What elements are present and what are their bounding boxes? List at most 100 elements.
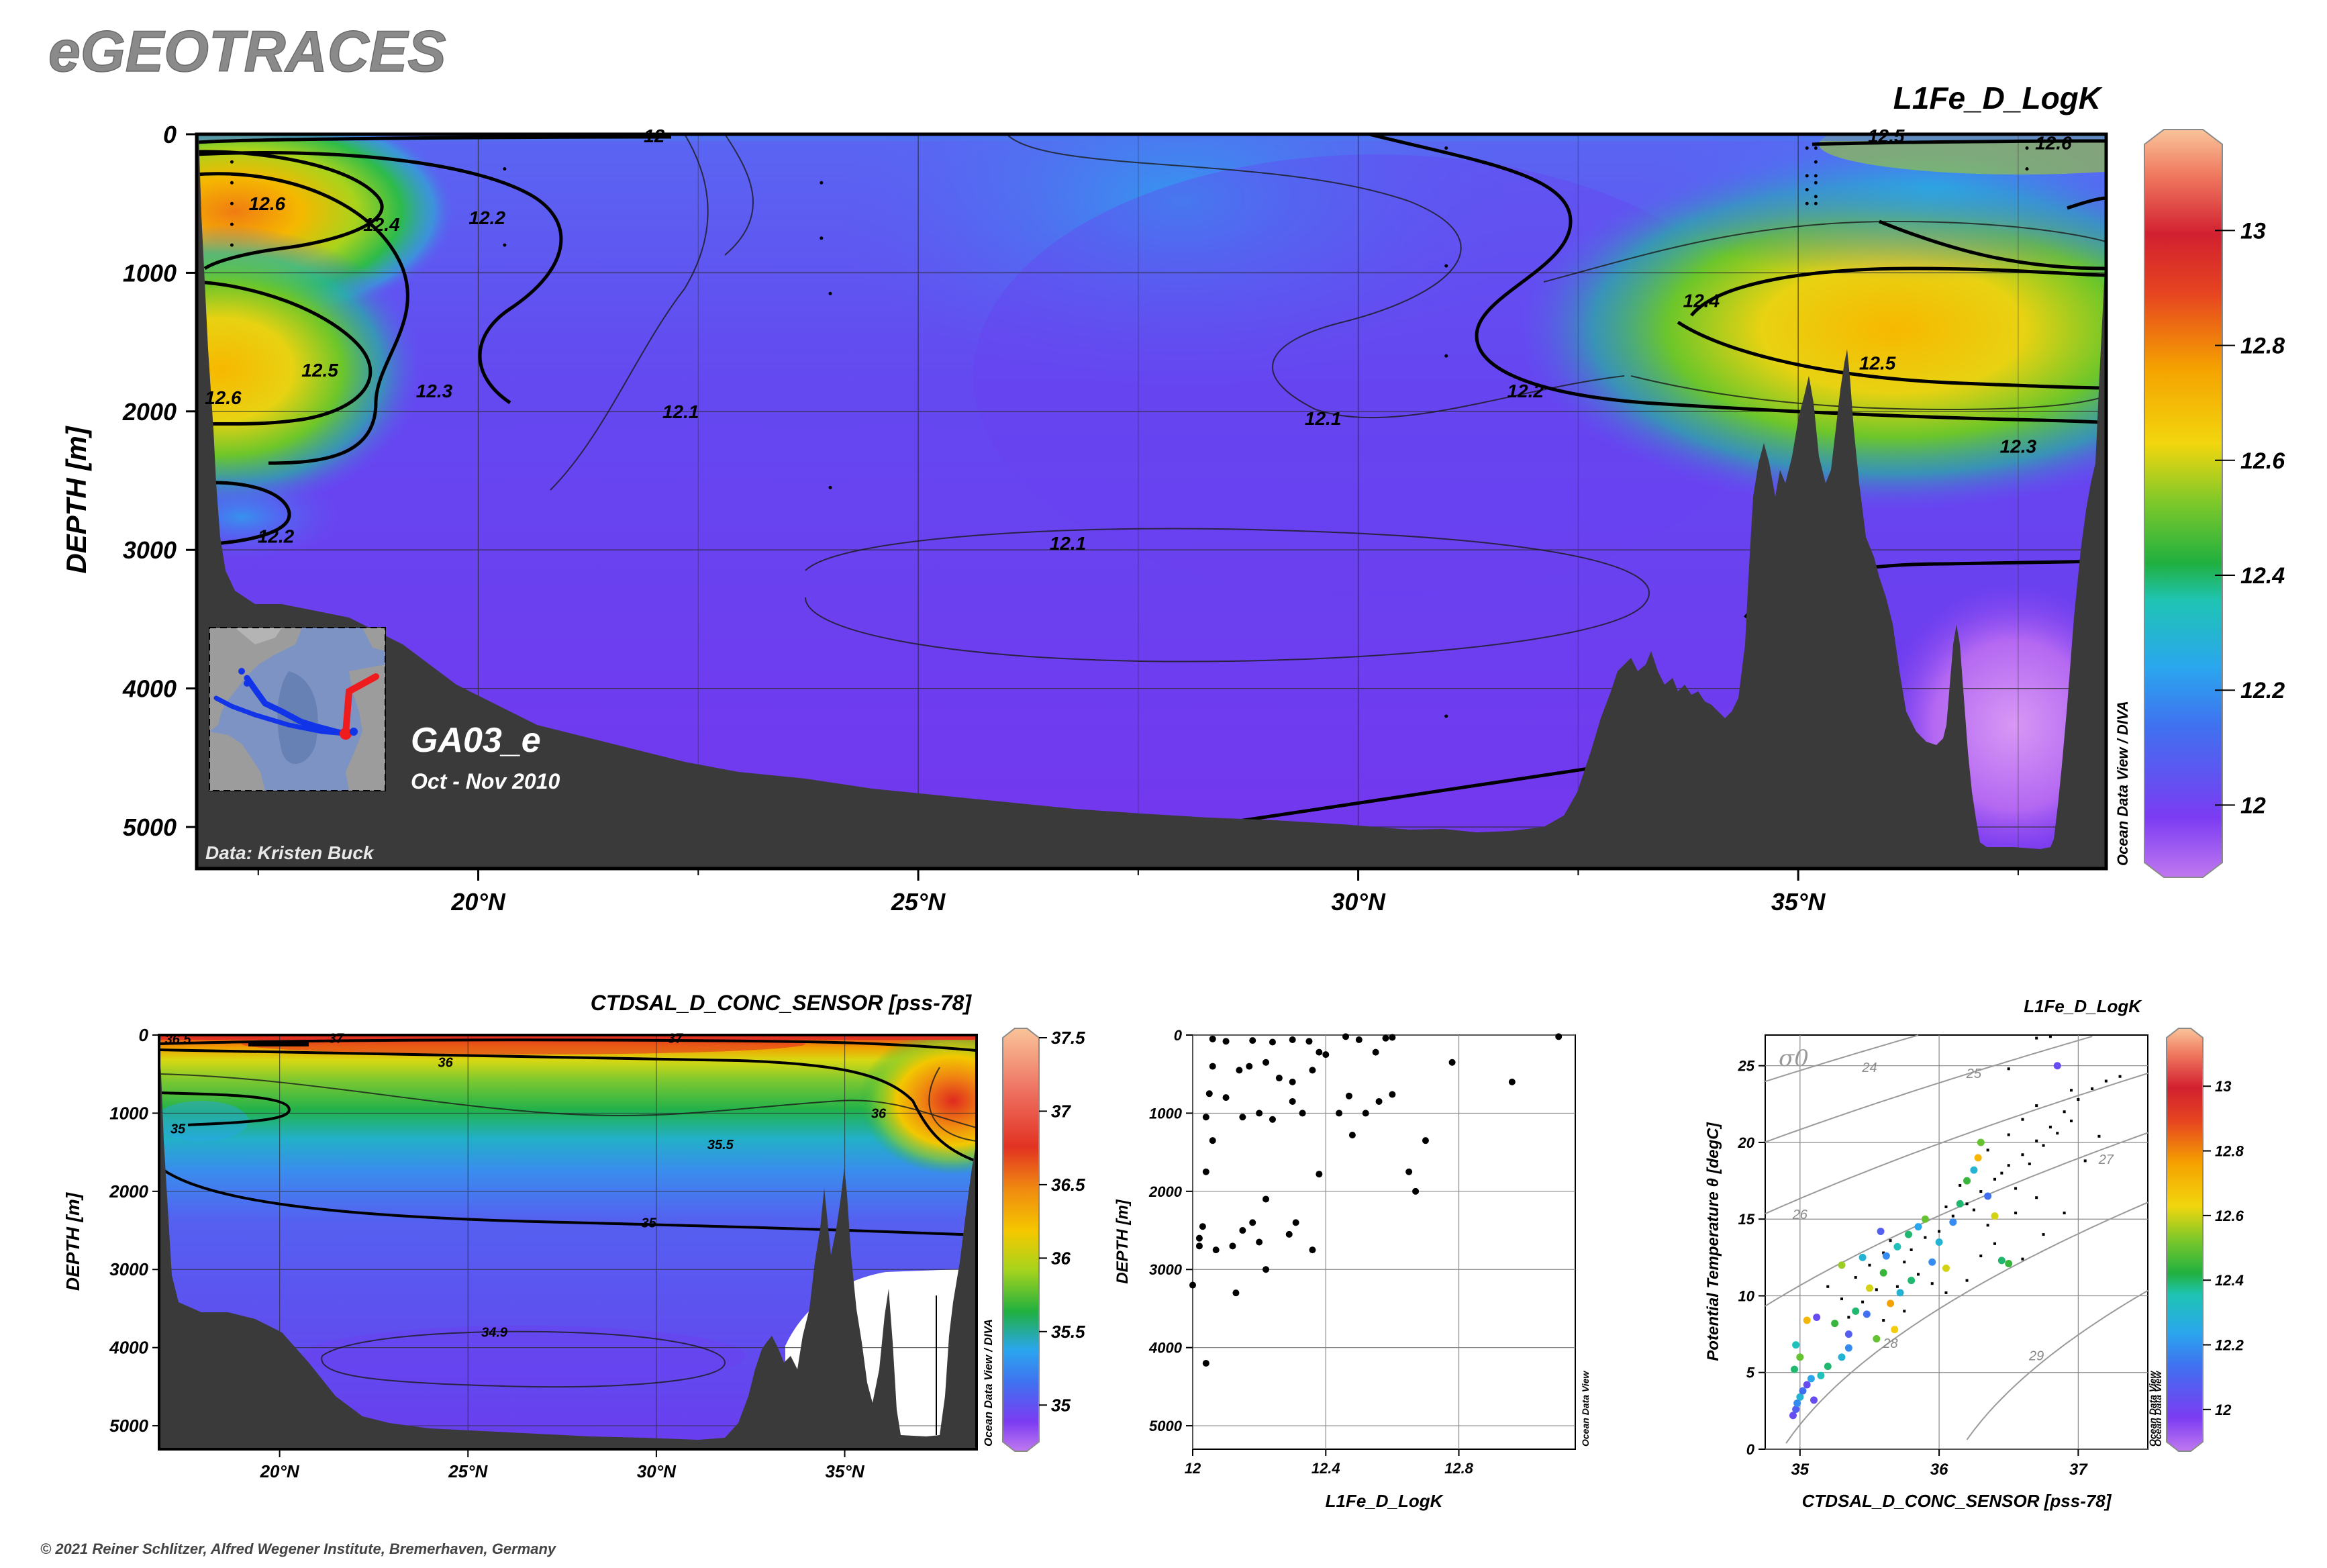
ts-y-tick-label: 20 xyxy=(1738,1134,1755,1151)
ts-point xyxy=(1991,1212,1999,1220)
ts-background-point xyxy=(2091,1087,2094,1090)
fe-x-tick-label: 20°N xyxy=(450,888,505,916)
fe-depth-y-axis: 0 1000 2000 3000 4000 5000 xyxy=(1148,1027,1193,1434)
section-name: GA03_e xyxy=(411,721,541,760)
ts-background-point xyxy=(1979,1255,1983,1258)
fe-y-label: DEPTH [m] xyxy=(60,425,92,573)
ts-background-point xyxy=(2056,1132,2059,1135)
fe-depth-point xyxy=(1199,1223,1206,1230)
fe-depth-y-tick-label: 4000 xyxy=(1148,1340,1183,1357)
station-sample-dot xyxy=(1814,195,1818,199)
fe-depth-point xyxy=(1309,1067,1316,1074)
ts-point xyxy=(1863,1310,1871,1318)
salinity-y-tick-label: 1000 xyxy=(109,1103,148,1123)
isopycnal-line xyxy=(1966,1289,2148,1440)
salinity-contour-label: 35.5 xyxy=(707,1138,734,1153)
fe-x-tick-label: 30°N xyxy=(1331,888,1385,916)
ts-background-point xyxy=(1944,1205,1948,1208)
ts-background-point xyxy=(2014,1212,2018,1215)
fe-contour-label: 12 xyxy=(644,126,665,146)
fe-depth-point xyxy=(1275,1075,1283,1082)
station-sample-dot xyxy=(1814,160,1818,164)
isopycnal-label: 25 xyxy=(1966,1067,1982,1081)
isopycnal-label: 27 xyxy=(2098,1153,2114,1167)
fe-contour-label: 12.5 xyxy=(1859,353,1896,374)
station-sample-dot xyxy=(1805,174,1809,178)
fe-y-axis: 0 1000 2000 3000 4000 5000 xyxy=(122,121,197,841)
ts-point xyxy=(2053,1062,2061,1070)
ts-background-point xyxy=(1972,1208,1975,1212)
station-sample-dot xyxy=(503,167,507,171)
ts-point xyxy=(2005,1259,2013,1267)
fe-depth-point xyxy=(1292,1219,1299,1226)
fe-colorbar-tick-label: 12.8 xyxy=(2240,334,2285,359)
salinity-contour-label: 37 xyxy=(668,1032,683,1046)
ts-background-point xyxy=(1986,1148,1989,1152)
ts-point xyxy=(1921,1215,1929,1223)
fe-depth-y-tick-label: 1000 xyxy=(1149,1105,1183,1122)
ts-point xyxy=(1928,1258,1936,1266)
fe-depth-point xyxy=(1422,1137,1429,1144)
station-sample-dot xyxy=(230,181,234,185)
fe-depth-point xyxy=(1246,1063,1253,1070)
ts-point xyxy=(1893,1242,1901,1251)
ts-colorbar-tick-label: 12 xyxy=(2215,1402,2232,1418)
ts-background-point xyxy=(1959,1183,1962,1187)
ts-background-point xyxy=(1903,1261,1906,1264)
ts-background-point xyxy=(2083,1159,2087,1163)
fe-depth-point xyxy=(1355,1036,1363,1043)
ts-title: L1Fe_D_LogK xyxy=(2024,996,2142,1016)
fe-colorbar-tick-label: 13 xyxy=(2240,218,2266,244)
fe-depth-y-tick-label: 0 xyxy=(1174,1027,1183,1044)
station-sample-dot xyxy=(828,291,832,295)
salinity-x-tick-label: 20°N xyxy=(260,1461,300,1481)
ts-colorbar-tick-label: 12.2 xyxy=(2215,1337,2244,1354)
station-sample-dot xyxy=(1805,188,1809,192)
fe-depth-point xyxy=(1202,1114,1209,1121)
ts-point xyxy=(1873,1334,1881,1342)
ts-colorbar-tick-label: 12.6 xyxy=(2215,1208,2244,1224)
ts-background-point xyxy=(1993,1177,1996,1181)
station-sample-dot xyxy=(230,243,234,247)
ts-background-point xyxy=(2007,1164,2010,1167)
ts-x-tick-label: 35 xyxy=(1791,1461,1809,1479)
salinity-x-tick-label: 30°N xyxy=(637,1461,677,1481)
fe-depth-point xyxy=(1262,1266,1270,1273)
ts-background-point xyxy=(1882,1319,1885,1322)
ts-background-point xyxy=(1868,1263,1871,1267)
ts-background-point xyxy=(1910,1248,1913,1251)
ts-background-point xyxy=(2007,1133,2010,1136)
fe-depth-point xyxy=(1305,1038,1313,1045)
ts-point xyxy=(1838,1261,1846,1269)
fe-depth-point xyxy=(1508,1078,1516,1085)
salinity-colorbar-tick-label: 36 xyxy=(1051,1248,1071,1268)
station-sample-dot xyxy=(1814,174,1818,178)
section-period: Oct - Nov 2010 xyxy=(411,769,560,793)
fe-depth-y-tick-label: 3000 xyxy=(1149,1261,1183,1278)
salinity-x-tick-label: 35°N xyxy=(826,1461,865,1481)
ts-point xyxy=(1810,1396,1818,1404)
ts-point xyxy=(1838,1353,1846,1361)
ts-point xyxy=(1877,1228,1885,1236)
ts-colorbar-side-label: Ocean Data View xyxy=(2147,1371,2158,1447)
ts-point xyxy=(1970,1166,1978,1174)
ts-point xyxy=(1791,1365,1799,1373)
isopycnal-label: 24 xyxy=(1861,1061,1877,1075)
ts-background-point xyxy=(1917,1273,1920,1276)
fe-colorbar-tick-label: 12.2 xyxy=(2240,678,2285,703)
fe-x-tick-label: 25°N xyxy=(891,888,946,916)
ts-x-tick-label: 36 xyxy=(1930,1461,1948,1479)
fe-depth-y-tick-label: 2000 xyxy=(1148,1183,1183,1200)
fe-depth-point xyxy=(1209,1035,1216,1042)
station-sample-dot xyxy=(503,243,507,247)
ts-point xyxy=(1974,1154,1982,1162)
fe-y-tick-label: 0 xyxy=(163,121,177,148)
station-sample-dot xyxy=(230,160,234,164)
ts-background-point xyxy=(2042,1144,2045,1147)
fe-x-tick-label: 35°N xyxy=(1771,888,1826,916)
isopycnal-line xyxy=(1765,1036,2093,1143)
ts-background-point xyxy=(1903,1310,1906,1313)
ts-point xyxy=(1942,1264,1950,1272)
ts-point xyxy=(1844,1344,1852,1352)
ts-background-point xyxy=(2021,1153,2024,1157)
